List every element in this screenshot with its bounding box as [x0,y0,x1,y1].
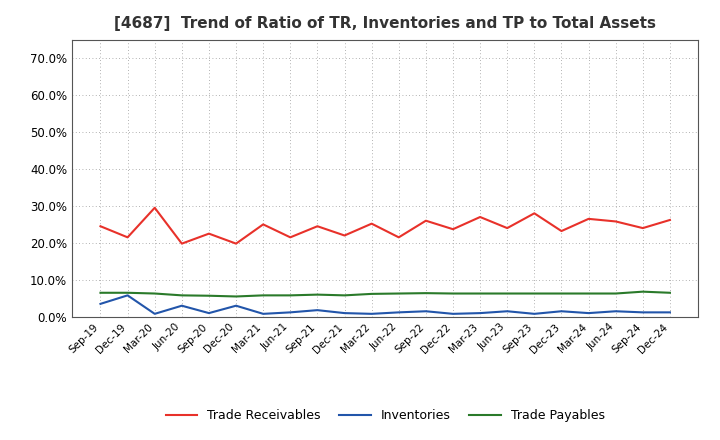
Trade Payables [286,293,294,298]
Trade Payables [150,291,159,296]
Inventories [313,308,322,313]
Trade Receivables [178,241,186,246]
Trade Receivables [449,227,457,232]
Trade Payables [476,291,485,296]
Trade Payables [665,290,674,295]
Trade Receivables [259,222,268,227]
Inventories [557,308,566,314]
Inventories [476,311,485,316]
Trade Receivables [150,205,159,210]
Trade Receivables [395,235,403,240]
Trade Payables [639,289,647,294]
Trade Payables [123,290,132,295]
Inventories [367,311,376,316]
Trade Receivables [639,225,647,231]
Inventories [178,303,186,308]
Inventories [96,301,105,307]
Trade Payables [313,292,322,297]
Inventories [665,310,674,315]
Trade Payables [449,291,457,296]
Trade Payables [341,293,349,298]
Inventories [639,310,647,315]
Trade Payables [530,291,539,296]
Line: Trade Payables: Trade Payables [101,292,670,297]
Trade Receivables [341,233,349,238]
Inventories [123,293,132,298]
Trade Payables [367,291,376,297]
Trade Payables [395,291,403,296]
Trade Payables [178,293,186,298]
Legend: Trade Receivables, Inventories, Trade Payables: Trade Receivables, Inventories, Trade Pa… [161,404,610,427]
Trade Payables [232,294,240,299]
Line: Inventories: Inventories [101,295,670,314]
Trade Payables [503,291,511,296]
Title: [4687]  Trend of Ratio of TR, Inventories and TP to Total Assets: [4687] Trend of Ratio of TR, Inventories… [114,16,656,32]
Inventories [611,308,620,314]
Line: Trade Receivables: Trade Receivables [101,208,670,244]
Trade Receivables [557,228,566,234]
Inventories [150,311,159,316]
Inventories [530,311,539,316]
Inventories [503,308,511,314]
Inventories [286,310,294,315]
Trade Receivables [313,224,322,229]
Trade Receivables [421,218,430,224]
Trade Receivables [123,235,132,240]
Inventories [204,311,213,316]
Trade Receivables [503,225,511,231]
Inventories [449,311,457,316]
Trade Payables [557,291,566,296]
Trade Receivables [530,211,539,216]
Trade Payables [584,291,593,296]
Trade Receivables [665,217,674,223]
Trade Receivables [96,224,105,229]
Trade Receivables [204,231,213,236]
Trade Receivables [232,241,240,246]
Inventories [232,303,240,308]
Trade Payables [204,293,213,298]
Trade Payables [611,291,620,296]
Trade Payables [96,290,105,295]
Inventories [584,311,593,316]
Trade Receivables [367,221,376,226]
Trade Payables [421,290,430,296]
Inventories [421,308,430,314]
Trade Payables [259,293,268,298]
Trade Receivables [611,219,620,224]
Trade Receivables [584,216,593,221]
Inventories [259,311,268,316]
Inventories [341,311,349,316]
Trade Receivables [476,214,485,220]
Trade Receivables [286,235,294,240]
Inventories [395,310,403,315]
